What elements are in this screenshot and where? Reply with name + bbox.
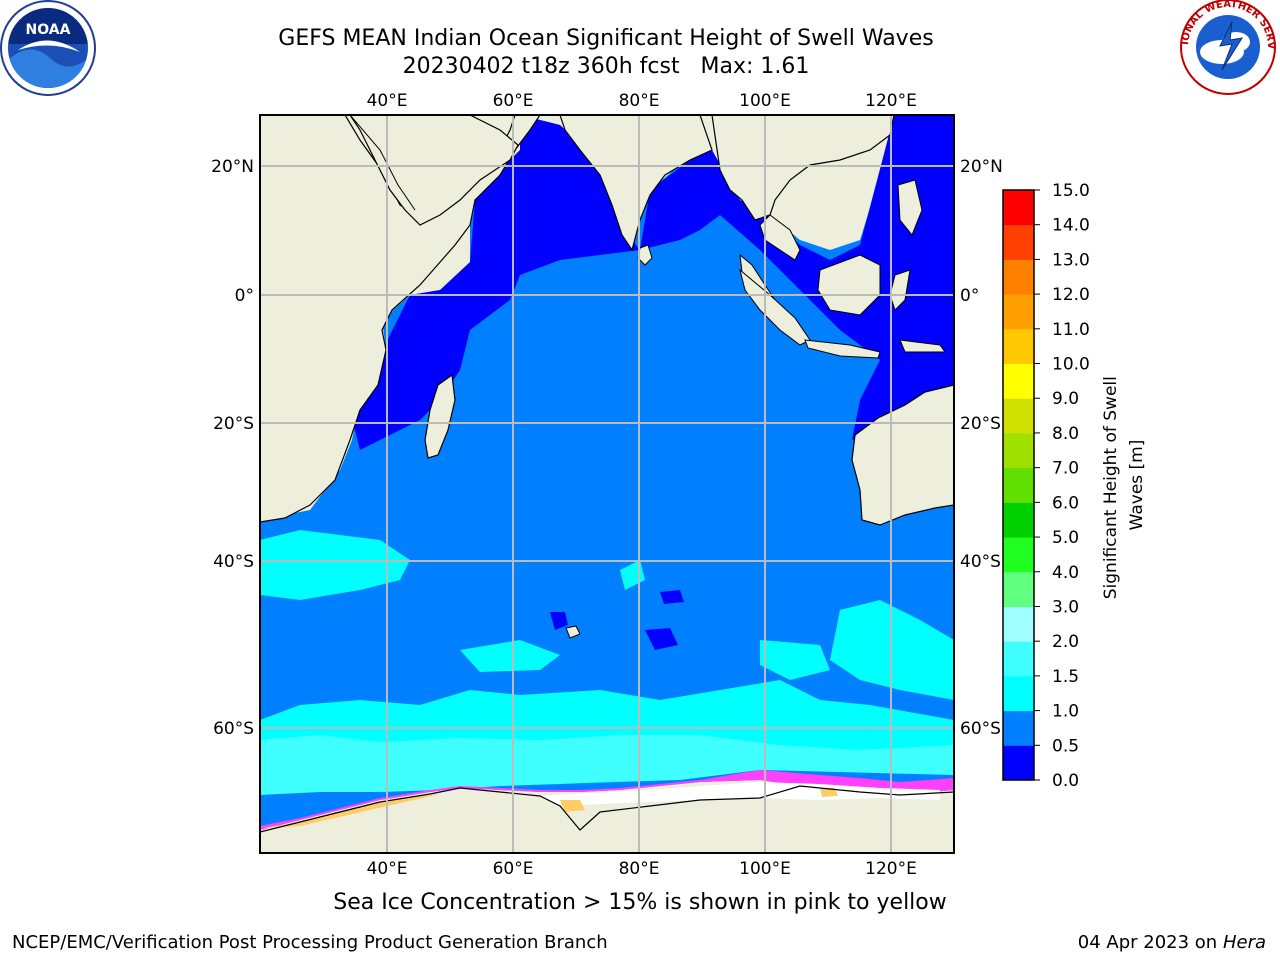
lon-label-bottom: 80°E bbox=[619, 859, 660, 879]
colorbar-segment bbox=[1003, 641, 1034, 677]
colorbar-tick-label: 10.0 bbox=[1052, 355, 1090, 375]
colorbar-segment bbox=[1003, 537, 1034, 573]
lat-label-right: 60°S bbox=[960, 719, 1001, 739]
colorbar-tick-label: 13.0 bbox=[1052, 250, 1090, 270]
colorbar-segment bbox=[1003, 710, 1034, 746]
colorbar-segment bbox=[1003, 467, 1034, 503]
colorbar-tick-label: 15.0 bbox=[1052, 181, 1090, 201]
colorbar-tick-label: 1.5 bbox=[1052, 667, 1079, 687]
footer-date-text: 04 Apr 2023 on bbox=[1077, 932, 1223, 953]
colorbar-segment bbox=[1003, 398, 1034, 434]
lon-label-top: 100°E bbox=[739, 91, 791, 111]
lat-label-right: 20°N bbox=[960, 157, 1003, 177]
svg-text:NOAA: NOAA bbox=[26, 22, 71, 38]
lat-label-left: 0° bbox=[235, 286, 254, 306]
lat-label-right: 20°S bbox=[960, 414, 1001, 434]
lon-label-bottom: 40°E bbox=[367, 859, 408, 879]
colorbar-tick-label: 3.0 bbox=[1052, 597, 1079, 617]
lat-label-left: 40°S bbox=[213, 552, 254, 572]
sea-ice-note: Sea Ice Concentration > 15% is shown in … bbox=[333, 890, 947, 915]
colorbar-segment bbox=[1003, 190, 1034, 226]
colorbar-segment bbox=[1003, 294, 1034, 330]
colorbar-segment bbox=[1003, 363, 1034, 399]
colorbar-tick-label: 0.0 bbox=[1052, 771, 1079, 791]
lat-label-right: 0° bbox=[960, 286, 979, 306]
svg-text:NATIONAL WEATHER SERVICE: NATIONAL WEATHER SERVICE bbox=[0, 0, 1276, 50]
colorbar-segment bbox=[1003, 502, 1034, 538]
colorbar-tick-label: 2.0 bbox=[1052, 632, 1079, 652]
footer-date: 04 Apr 2023 on Hera bbox=[1078, 932, 1266, 953]
lon-label-top: 60°E bbox=[493, 91, 534, 111]
map-frame bbox=[259, 114, 955, 854]
colorbar-segment bbox=[1003, 606, 1034, 642]
map-title: GEFS MEAN Indian Ocean Significant Heigh… bbox=[278, 26, 934, 51]
map-subtitle: 20230402 t18z 360h fcst Max: 1.61 bbox=[402, 54, 810, 79]
lon-label-top: 40°E bbox=[367, 91, 408, 111]
colorbar-tick-label: 12.0 bbox=[1052, 285, 1090, 305]
colorbar-tick-label: 0.5 bbox=[1052, 736, 1079, 756]
colorbar-segment bbox=[1003, 224, 1034, 260]
noaa-logo-icon: NOAA bbox=[0, 0, 96, 96]
footer-credit: NCEP/EMC/Verification Post Processing Pr… bbox=[12, 932, 608, 953]
colorbar-tick-label: 6.0 bbox=[1052, 493, 1079, 513]
colorbar-tick-label: 9.0 bbox=[1052, 389, 1079, 409]
lon-label-top: 120°E bbox=[865, 91, 917, 111]
lon-label-top: 80°E bbox=[619, 91, 660, 111]
lon-label-bottom: 60°E bbox=[493, 859, 534, 879]
colorbar-tick-label: 5.0 bbox=[1052, 528, 1079, 548]
colorbar bbox=[1002, 189, 1035, 781]
colorbar-tick-label: 4.0 bbox=[1052, 563, 1079, 583]
colorbar-segment bbox=[1003, 675, 1034, 712]
nws-logo-icon: NATIONAL WEATHER SERVICE bbox=[0, 0, 1276, 95]
colorbar-tick-label: 11.0 bbox=[1052, 320, 1090, 340]
lat-label-right: 40°S bbox=[960, 552, 1001, 572]
ocean-map bbox=[260, 115, 954, 853]
lat-label-left: 60°S bbox=[213, 719, 254, 739]
colorbar-tick-label: 7.0 bbox=[1052, 459, 1079, 479]
colorbar-frame bbox=[1002, 189, 1035, 781]
footer-host: Hera bbox=[1222, 932, 1266, 953]
lat-label-left: 20°S bbox=[213, 414, 254, 434]
colorbar-labels: 0.0 0.5 1.0 1.5 2.0 3.0 4.0 5.0 6.0 7.0 8.0 9.0 10.0… bbox=[1034, 181, 1090, 791]
colorbar-tick-label: 14.0 bbox=[1052, 216, 1090, 236]
colorbar-segment bbox=[1003, 432, 1034, 469]
lon-label-bottom: 120°E bbox=[865, 859, 917, 879]
colorbar-title: Significant Height of Swell Waves [m] bbox=[1101, 371, 1147, 600]
colorbar-tick-label: 1.0 bbox=[1052, 702, 1079, 722]
colorbar-segment bbox=[1003, 745, 1034, 781]
colorbar-segment bbox=[1003, 259, 1034, 295]
colorbar-tick-label: 8.0 bbox=[1052, 424, 1079, 444]
lat-label-left: 20°N bbox=[211, 157, 254, 177]
colorbar-segment bbox=[1003, 328, 1034, 365]
lon-label-bottom: 100°E bbox=[739, 859, 791, 879]
colorbar-segment bbox=[1003, 571, 1034, 607]
